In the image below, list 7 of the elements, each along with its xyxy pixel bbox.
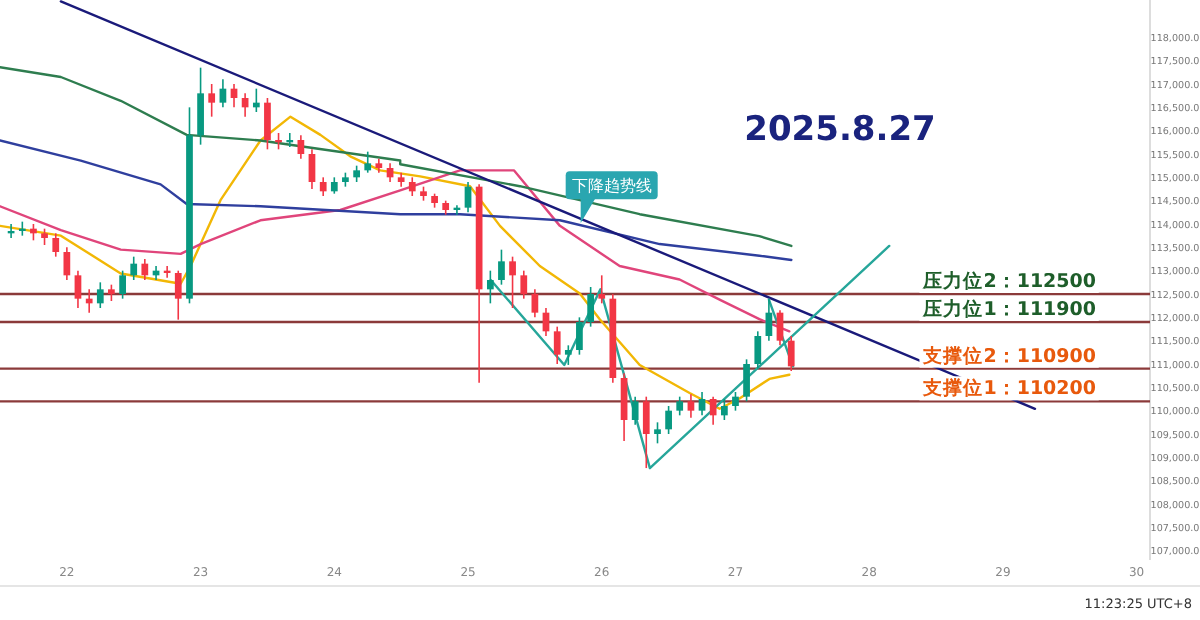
text: 2025.8.27 — [744, 110, 936, 150]
annotation-callout: 下降趋势线 — [565, 171, 658, 223]
ref-line-label: 压力位1：111900 — [921, 297, 1097, 321]
ref-line-label: 支撑位2：110900 — [921, 343, 1097, 368]
annotation: 下降趋势线 — [571, 177, 652, 196]
ref-line-label: 支撑位1：110200 — [921, 376, 1097, 401]
ref-line-label: 压力位2：112500 — [921, 269, 1097, 293]
